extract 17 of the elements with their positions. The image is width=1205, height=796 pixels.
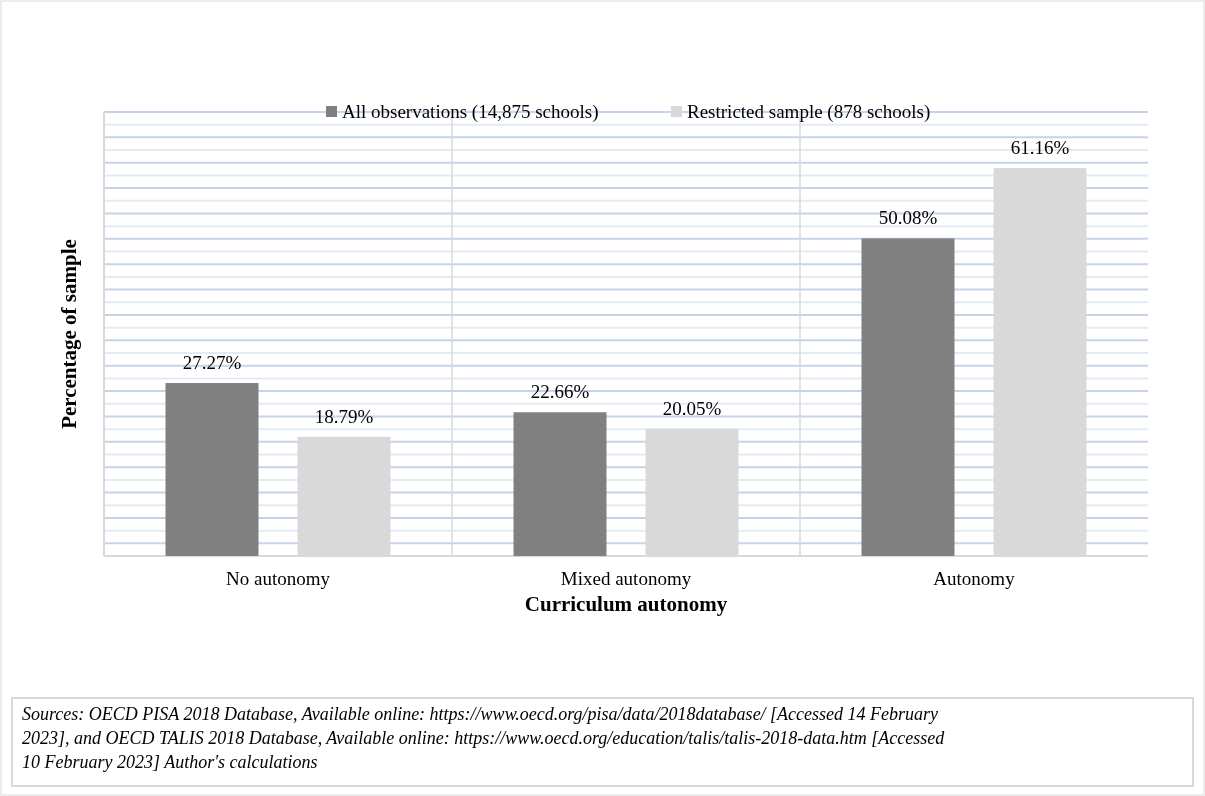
legend-label: All observations (14,875 schools) (342, 101, 599, 123)
data-label: 50.08% (878, 207, 938, 229)
x-axis-title: Curriculum autonomy (524, 592, 728, 616)
data-label: 27.27% (182, 352, 242, 374)
x-tick-label: Autonomy (933, 568, 1016, 589)
data-label: 20.05% (662, 397, 722, 419)
x-tick-label: Mixed autonomy (560, 568, 692, 589)
y-axis-title: Percentage of sample (57, 239, 81, 429)
bar (861, 238, 955, 556)
legend-label: Restricted sample (878 schools) (687, 101, 931, 123)
bar (513, 412, 607, 556)
x-tick-label: No autonomy (226, 568, 331, 589)
data-label: 61.16% (1010, 137, 1070, 159)
data-label: 22.66% (530, 381, 590, 403)
source-note: Sources: OECD PISA 2018 Database, Available online: https://www.oecd.org/pisa/data/2018database/ [Accessed 14 February 2023], and OECD TALIS 2018 Database, Available online: https://www.oecd.org/education/talis/talis-2018-data.htm [Accessed 10 February 2023] Author's calculations (22, 704, 946, 772)
data-label: 18.79% (314, 405, 374, 427)
bar (165, 383, 259, 556)
